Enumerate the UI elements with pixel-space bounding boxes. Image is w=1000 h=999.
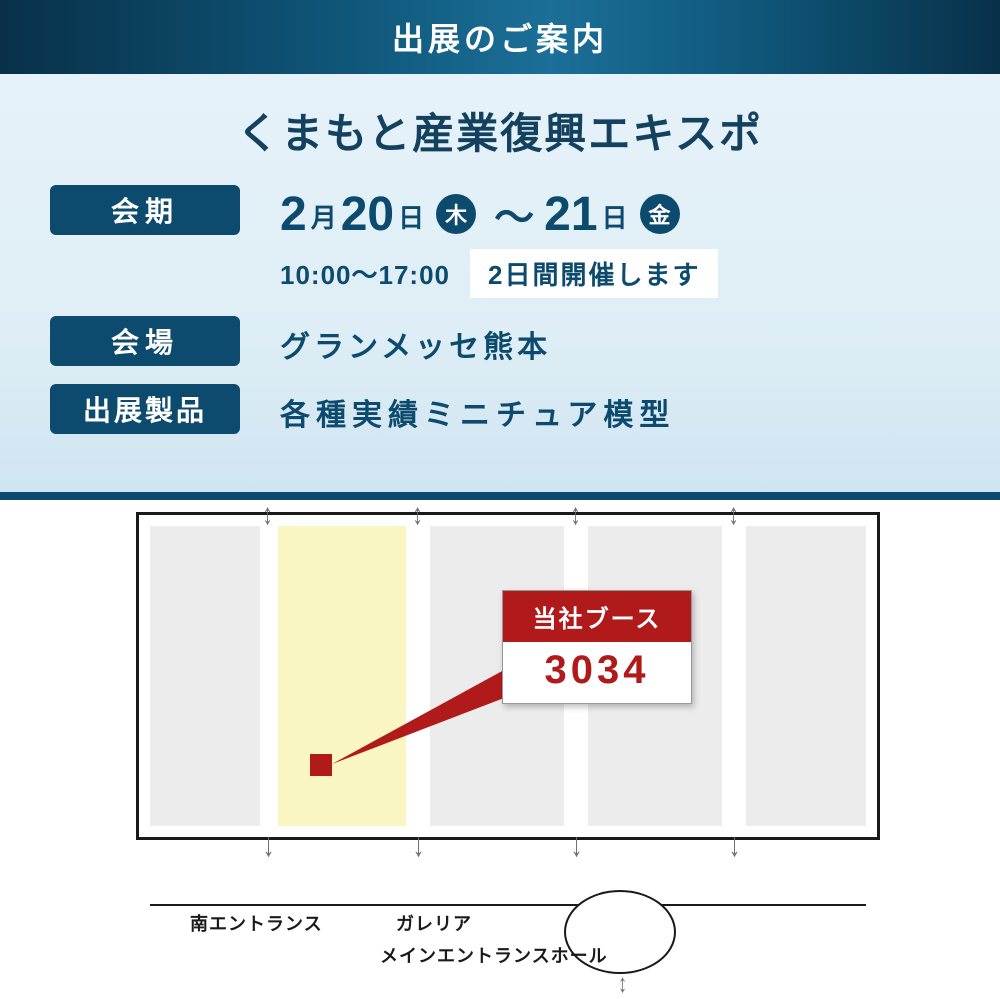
hall-block-4 (746, 526, 866, 826)
main-entrance-arrow-icon: ↕ (618, 968, 627, 999)
header-title: 出展のご案内 (392, 14, 608, 60)
hall-gap-arrow-bottom-2: ↓ (571, 828, 583, 862)
month-unit: 月 (311, 198, 337, 243)
venue-value: グランメッセ熊本 (280, 316, 551, 366)
map-baseline (150, 904, 866, 906)
day1-dow: 木 (436, 194, 476, 234)
schedule-row: 会期 2 月 20 日 木 〜 21 日 金 10:00〜17:00 2日間開催… (50, 185, 950, 298)
time-line: 10:00〜17:00 2日間開催します (280, 249, 718, 298)
schedule-label: 会期 (50, 185, 240, 235)
hall-gap-arrow-top-2: ↕ (570, 500, 581, 530)
product-row: 出展製品 各種実績ミニチュア模型 (50, 384, 950, 434)
hall-gap-arrow-bottom-3: ↓ (729, 828, 741, 862)
booth-callout-heading: 当社ブース (503, 591, 691, 642)
day1-num: 20 (341, 187, 394, 242)
date-tilde: 〜 (494, 185, 534, 243)
booth-callout-number: 3034 (503, 642, 691, 703)
day2-dow: 金 (640, 194, 680, 234)
booth-marker (310, 754, 332, 776)
venue-label: 会場 (50, 316, 240, 366)
map-panel: ↕ ↕ ↕ ↕ ↓ ↓ ↓ ↓ 当社ブース 3034 南エントランス ガレリア メインエント… (0, 500, 1000, 988)
hall-gap-arrow-top-1: ↕ (412, 500, 423, 530)
hall-gap-arrow-bottom-0: ↓ (263, 828, 275, 862)
venue-row: 会場 グランメッセ熊本 (50, 316, 950, 366)
hall-gap-arrow-top-0: ↕ (262, 500, 273, 530)
product-label: 出展製品 (50, 384, 240, 434)
hall-gap-arrow-bottom-1: ↓ (413, 828, 425, 862)
header-bar: 出展のご案内 (0, 0, 1000, 74)
date-line: 2 月 20 日 木 〜 21 日 金 (280, 185, 718, 243)
day-unit-1: 日 (398, 198, 424, 243)
day-unit-2: 日 (602, 198, 628, 243)
day2-num: 21 (544, 187, 597, 242)
hall-block-0 (150, 526, 260, 826)
hall-gap-arrow-top-3: ↕ (728, 500, 739, 530)
schedule-note: 2日間開催します (470, 249, 718, 298)
label-south-entrance: 南エントランス (190, 910, 323, 936)
time-text: 10:00〜17:00 (280, 255, 450, 292)
label-galleria: ガレリア (396, 910, 472, 936)
schedule-body: 2 月 20 日 木 〜 21 日 金 10:00〜17:00 2日間開催します (280, 185, 718, 298)
month-num: 2 (280, 187, 307, 242)
product-value: 各種実績ミニチュア模型 (280, 384, 675, 434)
event-title: くまもと産業復興エキスポ (50, 100, 950, 161)
label-main-entrance: メインエントランスホール (380, 942, 608, 968)
booth-callout: 当社ブース 3034 (502, 590, 692, 704)
info-panel: くまもと産業復興エキスポ 会期 2 月 20 日 木 〜 21 日 金 10:0… (0, 74, 1000, 500)
